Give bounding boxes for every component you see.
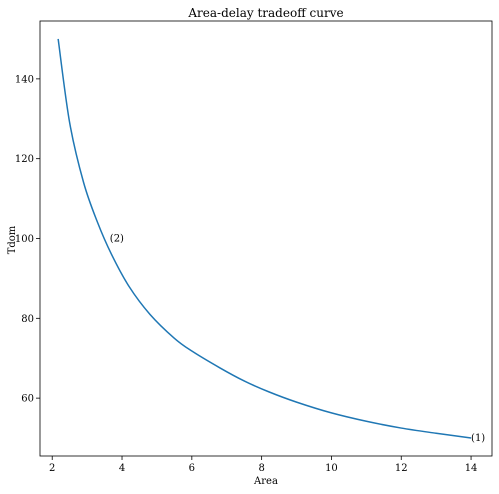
- x-axis-label: Area: [253, 476, 278, 487]
- x-tick-label: 10: [325, 463, 338, 474]
- x-tick-label: 14: [465, 463, 478, 474]
- x-tick-label: 6: [189, 463, 195, 474]
- x-tick-label: 8: [258, 463, 264, 474]
- annotations: (1) (2): [110, 234, 486, 445]
- x-tick-label: 2: [49, 463, 55, 474]
- plot-area: [57, 38, 472, 439]
- x-tick-label: 4: [119, 463, 125, 474]
- x-axis: 2 4 6 8 10 12 14: [49, 456, 477, 474]
- y-tick-label: 80: [21, 314, 34, 325]
- annotation-label: (1): [471, 433, 485, 444]
- y-tick-label: 140: [15, 74, 34, 85]
- chart-title: Area-delay tradeoff curve: [187, 6, 343, 20]
- annotation-label: (2): [110, 234, 124, 245]
- y-tick-label: 100: [15, 234, 34, 245]
- series-line-tradeoff: [57, 38, 472, 439]
- y-axis: 60 80 100 120 140: [15, 74, 40, 405]
- x-tick-label: 12: [395, 463, 408, 474]
- y-tick-label: 120: [15, 154, 34, 165]
- y-tick-label: 60: [21, 394, 34, 405]
- y-axis-label: Tdom: [7, 225, 18, 254]
